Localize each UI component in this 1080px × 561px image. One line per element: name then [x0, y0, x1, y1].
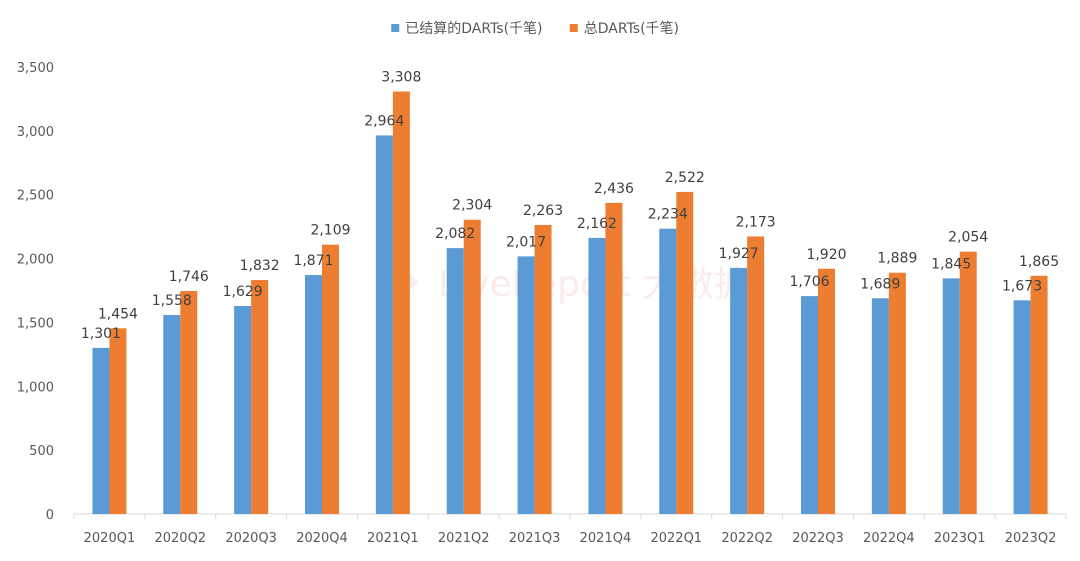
legend: 已结算的DARTs(千笔) 总DARTs(千笔): [391, 21, 679, 37]
data-label: 2,522: [665, 170, 705, 186]
bar-settled-darts: [163, 315, 181, 514]
data-label: 2,173: [736, 214, 776, 230]
x-tick-label: 2022Q4: [863, 531, 915, 546]
bar-total-darts: [534, 224, 552, 514]
data-label: 2,017: [506, 234, 546, 250]
y-tick-label: 0: [46, 508, 54, 523]
bar-total-darts: [747, 236, 765, 514]
y-axis: 0 500 1,000 1,500 2,000 2,500 3,000 3,500: [17, 61, 54, 523]
x-tick-label: 2020Q2: [154, 531, 206, 546]
data-label: 1,871: [293, 253, 333, 269]
data-label: 1,706: [789, 274, 829, 290]
x-axis: 2020Q1 2020Q2 2020Q3 2020Q4 2021Q1 2021Q2 2021…: [73, 513, 1067, 546]
bar-settled-darts: [305, 275, 322, 514]
data-label: 1,689: [860, 276, 900, 292]
bar-settled-darts: [375, 135, 393, 514]
watermark: LiveReport 大數據: [378, 262, 750, 305]
data-labels: 1,301 1,454 1,558 1,746 1,629 1,832 1,871 2,109…: [81, 70, 1059, 342]
x-tick-label: 2022Q1: [650, 531, 702, 546]
data-label: 1,920: [806, 247, 846, 263]
y-tick-label: 3,500: [17, 61, 54, 76]
y-tick-label: 2,000: [17, 253, 54, 268]
x-tick-label: 2021Q3: [509, 531, 561, 546]
bar-total-darts: [605, 202, 623, 514]
bar-total-darts: [322, 244, 339, 514]
bar-total-darts: [888, 272, 906, 514]
bar-settled-darts: [588, 237, 606, 514]
data-label: 1,301: [81, 326, 121, 342]
data-label: 2,054: [948, 230, 988, 246]
data-label: 2,234: [648, 207, 688, 223]
bar-settled-darts: [659, 228, 677, 514]
x-tick-label: 2021Q1: [367, 531, 419, 546]
legend-label-settled: 已结算的DARTs(千笔): [405, 21, 542, 37]
bar-settled-darts: [942, 278, 960, 514]
data-label: 3,308: [381, 70, 421, 86]
y-tick-label: 3,000: [17, 125, 54, 140]
bar-settled-darts: [92, 347, 110, 514]
bar-settled-darts: [517, 256, 535, 514]
data-label: 1,865: [1019, 254, 1059, 270]
bar-total-darts: [180, 291, 198, 514]
bar-total-darts: [251, 280, 269, 514]
y-tick-label: 1,500: [17, 316, 54, 331]
x-tick-label: 2023Q1: [934, 531, 986, 546]
bar-settled-darts: [801, 296, 818, 514]
data-label: 2,964: [364, 113, 404, 129]
x-tick-label: 2020Q4: [296, 531, 348, 546]
legend-swatch-total: [569, 24, 578, 32]
data-label: 2,263: [523, 203, 563, 219]
bar-settled-darts: [446, 248, 464, 514]
x-tick-label: 2021Q2: [438, 531, 490, 546]
bar-settled-darts: [1013, 300, 1031, 514]
x-tick-label: 2021Q4: [580, 531, 632, 546]
data-label: 1,629: [223, 284, 263, 300]
bar-total-darts: [392, 91, 410, 514]
data-label: 1,454: [98, 306, 138, 322]
bar-total-darts: [959, 251, 977, 514]
data-label: 1,889: [877, 251, 917, 267]
bar-total-darts: [463, 219, 481, 515]
data-label: 2,304: [452, 198, 492, 214]
data-label: 2,109: [310, 223, 350, 239]
legend-swatch-settled: [391, 24, 400, 32]
data-label: 1,558: [152, 293, 192, 309]
bar-total-darts: [676, 191, 694, 514]
y-tick-label: 2,500: [17, 189, 54, 204]
data-label: 2,436: [594, 181, 634, 197]
x-tick-label: 2023Q2: [1005, 531, 1057, 546]
legend-label-total: 总DARTs(千笔): [584, 21, 679, 37]
data-label: 1,845: [931, 256, 971, 272]
data-label: 1,673: [1002, 278, 1042, 294]
data-label: 1,832: [240, 258, 280, 274]
x-tick-label: 2020Q1: [84, 531, 136, 546]
data-label: 1,927: [719, 246, 759, 262]
data-label: 2,162: [577, 216, 617, 232]
data-label: 1,746: [169, 269, 209, 285]
y-tick-label: 500: [29, 444, 54, 459]
bar-settled-darts: [730, 267, 748, 514]
bar-total-darts: [818, 268, 835, 514]
y-tick-label: 1,000: [17, 380, 54, 395]
x-tick-label: 2022Q2: [721, 531, 773, 546]
bars: [92, 91, 1048, 515]
bar-total-darts: [109, 328, 127, 514]
bar-settled-darts: [234, 305, 252, 514]
bar-total-darts: [1030, 275, 1048, 514]
x-tick-label: 2020Q3: [225, 531, 277, 546]
bar-settled-darts: [871, 298, 889, 514]
x-tick-label: 2022Q3: [792, 531, 844, 546]
data-label: 2,082: [435, 226, 475, 242]
